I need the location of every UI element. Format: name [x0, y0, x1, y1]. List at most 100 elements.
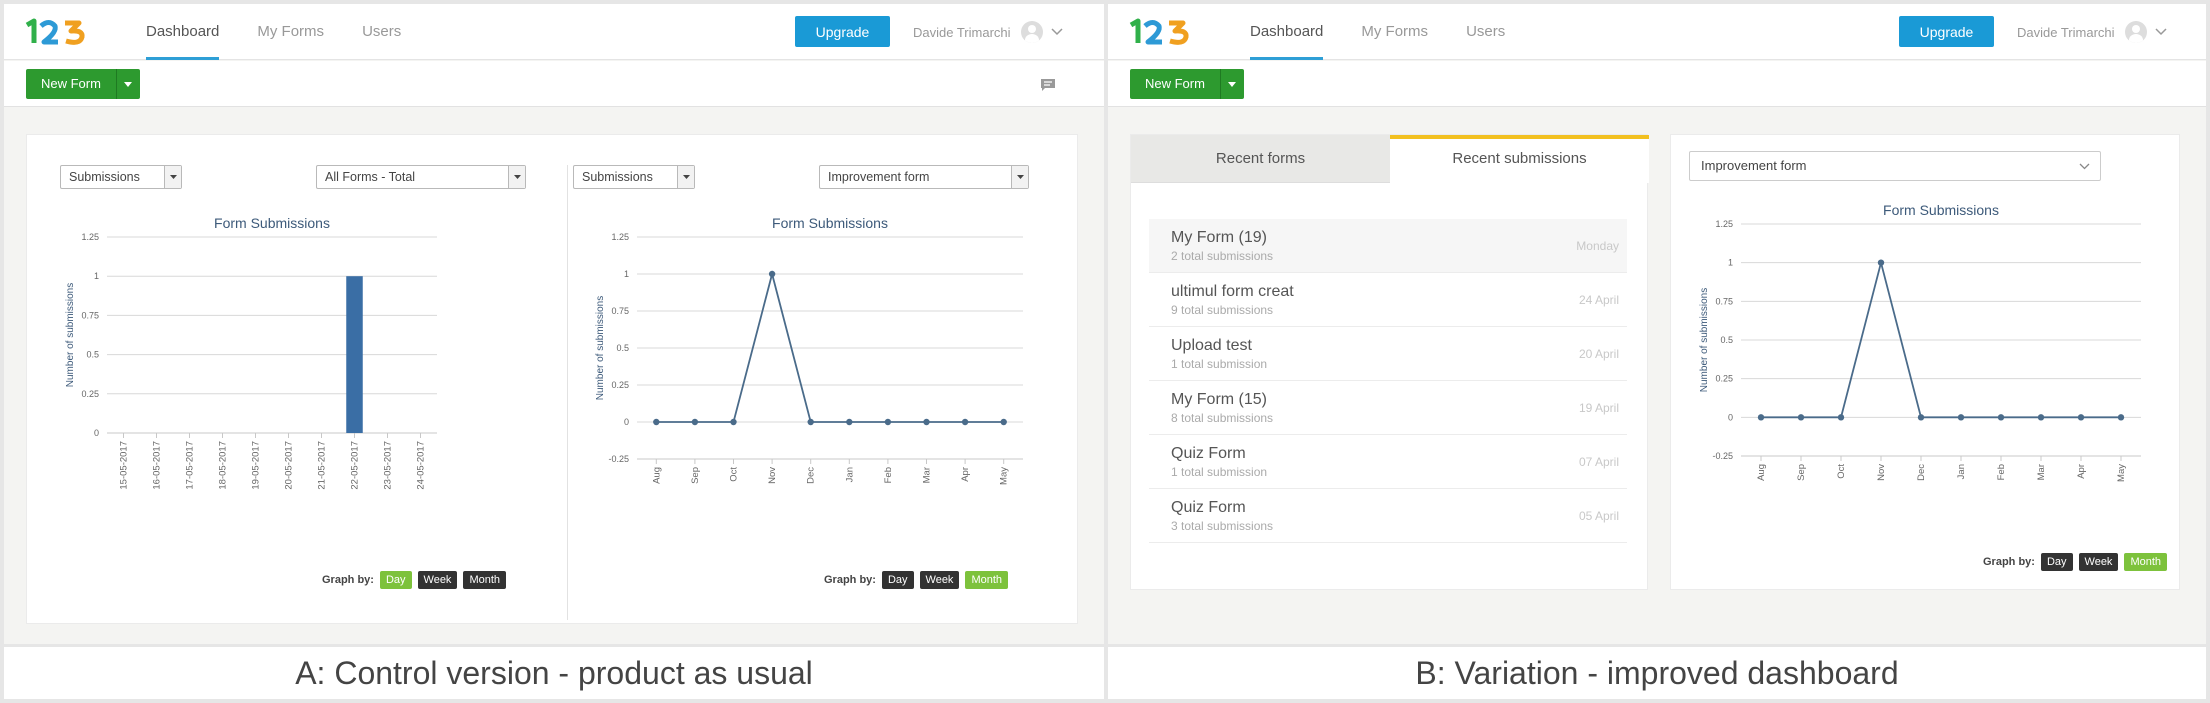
x-tick-label: Nov: [1876, 464, 1887, 481]
y-axis-label: Number of submissions: [1699, 288, 1710, 392]
form-date: Monday: [1576, 239, 1619, 253]
data-point: [1957, 414, 1965, 421]
nav-users[interactable]: Users: [1466, 23, 1506, 40]
x-tick-label: 23-05-2017: [383, 441, 394, 490]
data-point: [653, 418, 660, 426]
y-tick-label: 0: [624, 417, 629, 427]
y-tick-label: 1.25: [611, 232, 629, 242]
chart2-metric-select[interactable]: Submissions: [573, 165, 695, 189]
chevron-down-icon: [1051, 28, 1063, 36]
form-date: 20 April: [1578, 347, 1619, 361]
toolbar: New Form: [4, 61, 1104, 107]
x-tick-label: Jan: [844, 467, 855, 482]
avatar: [1020, 21, 1043, 43]
x-tick-label: Oct: [1836, 464, 1847, 479]
x-tick-label: 18-05-2017: [218, 441, 229, 490]
graph-by-controls: Graph by: Day Week Month: [1983, 553, 2168, 571]
form-select[interactable]: Improvement form: [1689, 151, 2101, 181]
x-tick-label: Mar: [922, 467, 933, 483]
graph-by-week[interactable]: Week: [2078, 553, 2119, 571]
x-tick-label: 22-05-2017: [350, 441, 361, 490]
chart-title: Form Submissions: [772, 215, 888, 231]
y-tick-label: 0.25: [81, 389, 99, 399]
upgrade-button[interactable]: Upgrade: [1899, 16, 1994, 47]
nav-dashboard[interactable]: Dashboard: [146, 4, 220, 60]
graph-by-month[interactable]: Month: [965, 571, 1009, 589]
logo[interactable]: [24, 18, 90, 51]
data-point: [1000, 418, 1007, 426]
x-tick-label: 19-05-2017: [251, 441, 262, 490]
list-item[interactable]: My Form (19) 2 total submissions Monday: [1149, 219, 1627, 273]
list-item[interactable]: Quiz Form 1 total submission 07 April: [1149, 435, 1627, 489]
recent-tabs: Recent forms Recent submissions: [1131, 135, 1649, 183]
list-item[interactable]: Upload test 1 total submission 20 April: [1149, 327, 1627, 381]
user-menu[interactable]: Davide Trimarchi: [2017, 4, 2167, 60]
caption-control: A: Control version - product as usual: [4, 647, 1104, 699]
chart2-form-select[interactable]: Improvement form: [819, 165, 1029, 189]
new-form-button-group: New Form: [26, 69, 140, 99]
caret-down-icon: [164, 166, 181, 188]
form-name: Quiz Form: [1171, 499, 1246, 516]
form-submissions-count: 9 total submissions: [1171, 303, 1274, 317]
user-menu[interactable]: Davide Trimarchi: [913, 4, 1063, 60]
chevron-down-icon: [2079, 163, 2090, 170]
graph-by-month[interactable]: Month: [463, 571, 507, 589]
new-form-dropdown-button[interactable]: [115, 69, 140, 99]
graph-by-day[interactable]: Day: [881, 571, 914, 589]
chart1-form-select[interactable]: All Forms - Total: [316, 165, 526, 189]
new-form-button[interactable]: New Form: [26, 69, 116, 99]
tab-recent-submissions[interactable]: Recent submissions: [1390, 135, 1649, 183]
form-name: Upload test: [1171, 337, 1252, 354]
y-tick-label: 1.25: [1715, 219, 1733, 229]
list-item[interactable]: Quiz Form 3 total submissions 05 April: [1149, 489, 1627, 543]
main-nav: Dashboard My Forms Users: [1250, 4, 1543, 60]
nav-my-forms[interactable]: My Forms: [1361, 23, 1429, 40]
user-name: Davide Trimarchi: [913, 24, 1011, 40]
y-tick-label: -0.25: [1712, 451, 1733, 461]
graph-by-day[interactable]: Day: [379, 571, 412, 589]
bar: [346, 276, 363, 433]
x-tick-label: Apr: [2076, 464, 2087, 479]
nav-dashboard[interactable]: Dashboard: [1250, 4, 1324, 60]
graph-by-day[interactable]: Day: [2040, 553, 2073, 571]
chart1-metric-select[interactable]: Submissions: [60, 165, 182, 189]
form-submissions-count: 1 total submission: [1171, 465, 1268, 479]
graph-by-week[interactable]: Week: [919, 571, 960, 589]
x-tick-label: Feb: [883, 467, 894, 483]
graph-by-month[interactable]: Month: [2124, 553, 2168, 571]
nav-users[interactable]: Users: [362, 23, 402, 40]
logo[interactable]: [1128, 18, 1194, 51]
nav-my-forms[interactable]: My Forms: [257, 23, 325, 40]
x-tick-label: 21-05-2017: [317, 441, 328, 490]
graph-by-label: Graph by:: [1983, 556, 2035, 568]
x-tick-label: Aug: [1756, 464, 1767, 481]
list-item[interactable]: My Form (15) 8 total submissions 19 April: [1149, 381, 1627, 435]
data-point: [2037, 414, 2045, 421]
y-tick-label: 0.75: [81, 310, 99, 320]
y-tick-label: -0.25: [608, 454, 629, 464]
y-tick-label: 0.75: [1715, 296, 1733, 306]
form-date: 19 April: [1578, 401, 1619, 415]
toolbar: New Form: [1108, 61, 2206, 107]
chat-icon[interactable]: [1040, 78, 1056, 92]
y-tick-label: 0.25: [611, 380, 629, 390]
new-form-dropdown-button[interactable]: [1219, 69, 1244, 99]
tab-recent-forms[interactable]: Recent forms: [1131, 135, 1390, 183]
new-form-button-group: New Form: [1130, 69, 1244, 99]
data-point: [691, 418, 699, 426]
select-value: All Forms - Total: [325, 170, 416, 184]
form-submissions-count: 2 total submissions: [1171, 249, 1274, 263]
select-value: Improvement form: [1701, 158, 1807, 173]
graph-by-controls: Graph by: Day Week Month: [824, 571, 1009, 589]
data-point: [1917, 414, 1925, 421]
y-tick-label: 0: [94, 428, 99, 438]
y-tick-label: 1.25: [81, 232, 99, 242]
upgrade-button[interactable]: Upgrade: [795, 16, 890, 47]
new-form-button[interactable]: New Form: [1130, 69, 1220, 99]
list-item[interactable]: ultimul form creat 9 total submissions 24 …: [1149, 273, 1627, 327]
graph-by-week[interactable]: Week: [417, 571, 458, 589]
chart-divider: [567, 165, 568, 620]
y-tick-label: 0.5: [86, 350, 99, 360]
data-point: [2117, 414, 2125, 421]
main-nav: Dashboard My Forms Users: [146, 4, 439, 60]
